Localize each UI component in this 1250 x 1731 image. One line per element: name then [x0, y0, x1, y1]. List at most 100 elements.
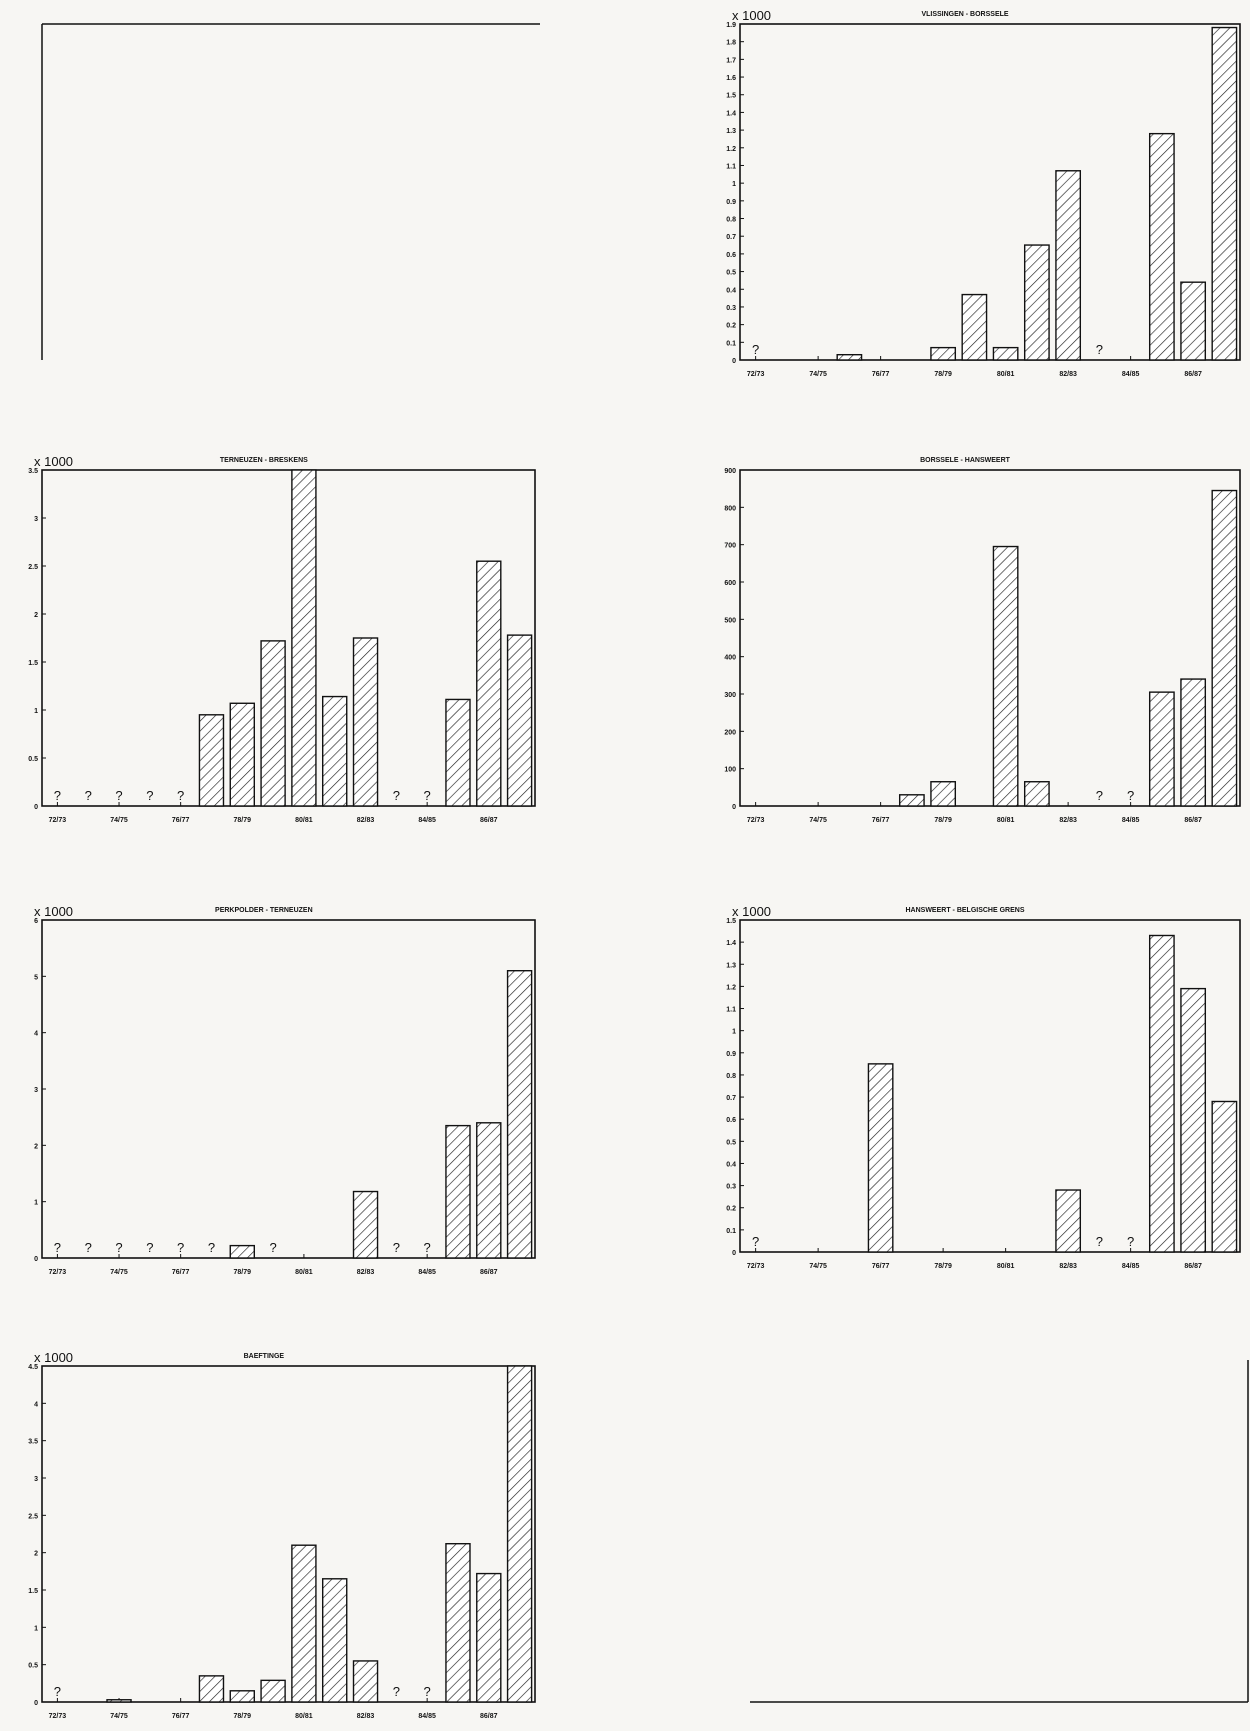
bar: [898, 794, 925, 807]
y-tick-label: 4: [34, 1401, 38, 1408]
y-tick-label: 3.5: [28, 468, 38, 475]
bar: [322, 1578, 348, 1703]
y-tick-label: 0.3: [726, 305, 736, 312]
y-tick-label: 1: [34, 1625, 38, 1632]
unknown-marker: ?: [424, 1684, 431, 1699]
x-tick-label: 84/85: [1122, 1263, 1140, 1270]
x-tick-label: 72/73: [49, 1713, 67, 1720]
chart-borssele-hansweert: BORSSELE - HANSWEERT 0 100 200 300 400 500 600 7…: [724, 457, 1241, 824]
bar: [198, 1675, 225, 1703]
bar: [476, 1122, 502, 1259]
y-tick-label: 0.9: [726, 199, 736, 206]
bar: [930, 346, 957, 361]
bar: [1211, 1100, 1238, 1253]
chart-vlissingen-borssele: VLISSINGEN - BORSSELE x 1000 0 0.1 0.2 0.3 0.4…: [726, 8, 1241, 378]
bar: [836, 353, 863, 361]
x-tick-label: 78/79: [934, 817, 952, 824]
y-tick-label: 0.3: [726, 1184, 736, 1191]
x-tick-label: 78/79: [234, 1269, 252, 1276]
unknown-marker: ?: [393, 1240, 400, 1255]
unknown-marker: ?: [393, 1684, 400, 1699]
unknown-marker: ?: [115, 1240, 122, 1255]
x-tick-label: 80/81: [295, 1713, 313, 1720]
y-tick-label: 2.5: [28, 564, 38, 571]
x-tick-label: 86/87: [480, 817, 498, 824]
y-tick-label: 200: [724, 729, 736, 736]
chart-baeftinge: BAEFTINGE x 1000 0 0.5 1 1.5 2 2.5 3 3.5 4 4.5 72/73…: [28, 1350, 536, 1720]
chart-hansweert-belgische-grens: HANSWEERT - BELGISCHE GRENS x 1000 0 0.1 0.2…: [726, 904, 1241, 1270]
y-tick-label: 0.8: [726, 1073, 736, 1080]
x-tick-label: 86/87: [1184, 1263, 1202, 1270]
y-tick-label: 1.6: [726, 75, 736, 82]
bar: [352, 1190, 379, 1259]
x-tick-label: 76/77: [172, 817, 190, 824]
y-tick-label: 0.8: [726, 217, 736, 224]
unknown-marker: ?: [752, 342, 759, 357]
x-tick-label: 78/79: [934, 371, 952, 378]
bar: [1211, 489, 1238, 807]
unknown-marker: ?: [85, 1240, 92, 1255]
unknown-marker: ?: [1096, 342, 1103, 357]
y-tick-label: 1.2: [726, 984, 736, 991]
unknown-marker: ?: [177, 788, 184, 803]
y-tick-label: 4.5: [28, 1364, 38, 1371]
x-tick-label: 84/85: [1122, 371, 1140, 378]
y-tick-label: 1: [34, 1200, 38, 1207]
bar: [1180, 987, 1207, 1253]
unknown-marker: ?: [85, 788, 92, 803]
plot-frame: [739, 919, 1241, 1253]
y-tick-label: 0.6: [726, 1117, 736, 1124]
x-tick-label: 78/79: [234, 817, 252, 824]
x-tick-label: 72/73: [747, 817, 765, 824]
bar: [476, 1572, 502, 1703]
y-tick-label: 2: [34, 1551, 38, 1558]
unknown-marker: ?: [177, 1240, 184, 1255]
x-tick-label: 76/77: [872, 1263, 890, 1270]
chart-blank-bottom-right: [750, 1360, 1249, 1703]
x-tick-label: 82/83: [1059, 371, 1077, 378]
y-tick-label: 3: [34, 516, 38, 523]
unknown-marker: ?: [1096, 1234, 1103, 1249]
y-tick-label: 1.9: [726, 22, 736, 29]
x-tick-label: 82/83: [1059, 1263, 1077, 1270]
y-tick-label: 400: [724, 655, 736, 662]
bar: [1180, 678, 1207, 807]
chart-blank-top-left: [41, 23, 540, 360]
y-tick-label: 0: [732, 358, 736, 365]
x-tick-label: 84/85: [418, 1269, 436, 1276]
y-tick-label: 1: [34, 708, 38, 715]
y-tick-label: 600: [724, 580, 736, 587]
x-tick-label: 84/85: [1122, 817, 1140, 824]
bar: [1055, 1189, 1082, 1253]
unknown-marker: ?: [269, 1240, 276, 1255]
y-tick-label: 2.5: [28, 1513, 38, 1520]
x-tick-label: 76/77: [872, 817, 890, 824]
x-tick-label: 84/85: [418, 817, 436, 824]
y-tick-label: 0.7: [726, 1095, 736, 1102]
chart-title: VLISSINGEN - BORSSELE: [921, 11, 1008, 18]
bar: [992, 346, 1019, 361]
chart-title: BORSSELE - HANSWEERT: [920, 457, 1011, 464]
bar: [1023, 781, 1050, 807]
x-tick-label: 86/87: [1184, 371, 1202, 378]
x-tick-label: 86/87: [1184, 817, 1202, 824]
plot-frame: [739, 23, 1241, 361]
unknown-marker: ?: [54, 1240, 61, 1255]
y-tick-label: 0: [34, 1256, 38, 1263]
y-tick-label: 2: [34, 1143, 38, 1150]
y-tick-label: 0: [34, 804, 38, 811]
y-tick-label: 0.5: [726, 1139, 736, 1146]
y-tick-label: 900: [724, 468, 736, 475]
unknown-marker: ?: [1096, 788, 1103, 803]
y-tick-label: 1.1: [726, 1007, 736, 1014]
y-tick-label: 1.3: [726, 962, 736, 969]
y-tick-label: 1.8: [726, 40, 736, 47]
y-tick-label: 1.4: [726, 110, 736, 117]
y-tick-label: 0.2: [726, 1206, 736, 1213]
bar: [229, 1690, 255, 1703]
bar: [1211, 26, 1238, 361]
y-tick-label: 0: [732, 804, 736, 811]
y-tick-label: 800: [724, 505, 736, 512]
x-tick-label: 74/75: [110, 1713, 128, 1720]
